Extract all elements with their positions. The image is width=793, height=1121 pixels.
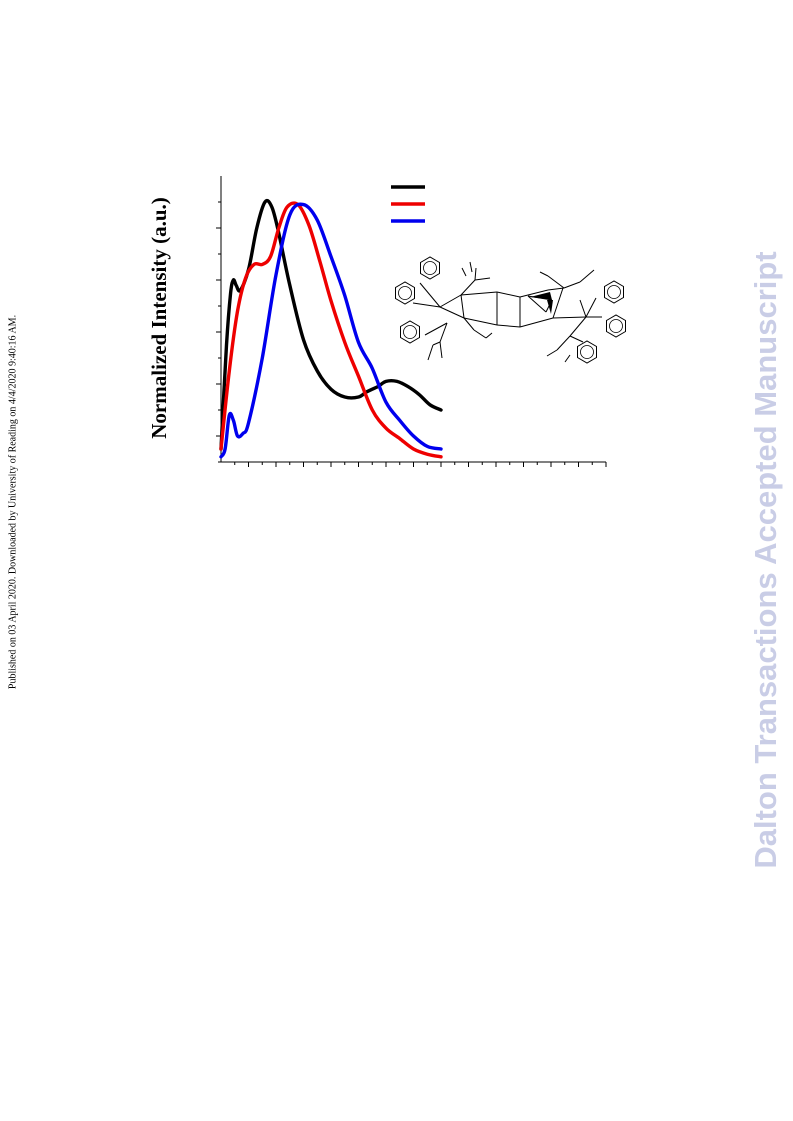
phenyl-ring (400, 320, 420, 344)
phenyl-ring (606, 314, 626, 338)
series-line-red (219, 201, 443, 459)
molecule-structure (395, 256, 626, 364)
phenyl-ring (604, 280, 624, 304)
wedge-bond (547, 300, 553, 314)
bond (461, 267, 467, 277)
bond (427, 344, 434, 361)
phenyl-ring-aromatic (398, 286, 412, 300)
phenyl-ring-aromatic (580, 345, 594, 359)
bond (419, 282, 441, 308)
bond (463, 317, 498, 326)
bond (546, 349, 558, 357)
bond (439, 306, 465, 319)
phenyl-ring (420, 256, 440, 280)
phenyl-ring-aromatic (403, 325, 417, 339)
phenyl-ring-aromatic (423, 261, 437, 275)
bond (460, 291, 498, 296)
bond (432, 341, 441, 346)
chart-legend (391, 185, 425, 223)
bond (569, 316, 587, 337)
wedge-bond (530, 292, 552, 300)
phenyl-ring-aromatic (609, 319, 623, 333)
phenyl-ring (395, 281, 415, 305)
bond (579, 299, 587, 318)
bond (547, 275, 565, 289)
bond (547, 287, 565, 291)
bond (463, 317, 475, 331)
bond (519, 317, 554, 328)
series-line-black (219, 198, 443, 451)
bond (439, 322, 448, 343)
bond (539, 271, 549, 277)
bond (579, 269, 595, 283)
phenyl-ring (577, 340, 597, 364)
chart-axes (216, 176, 607, 467)
bond (552, 316, 587, 319)
bond (552, 287, 564, 319)
bond (474, 277, 491, 281)
bond (424, 322, 448, 336)
bond (439, 341, 443, 359)
bond (519, 289, 549, 298)
bond (473, 329, 487, 339)
bond (469, 261, 473, 273)
bond (556, 335, 571, 351)
bond (564, 354, 571, 363)
series-line-blue (219, 202, 443, 459)
phenyl-ring-aromatic (607, 285, 621, 299)
bond (439, 294, 462, 308)
bond (527, 295, 547, 313)
bond (563, 281, 581, 289)
bond (474, 267, 477, 281)
bond (485, 332, 493, 339)
chart-series (219, 198, 443, 459)
y-axis-label: Normalized Intensity (a.u.) (147, 197, 171, 438)
bond (496, 324, 521, 328)
bond (585, 297, 597, 318)
bond (460, 294, 465, 319)
bond (569, 335, 584, 343)
bond (496, 291, 521, 298)
bond (460, 279, 476, 296)
bond (412, 302, 441, 308)
